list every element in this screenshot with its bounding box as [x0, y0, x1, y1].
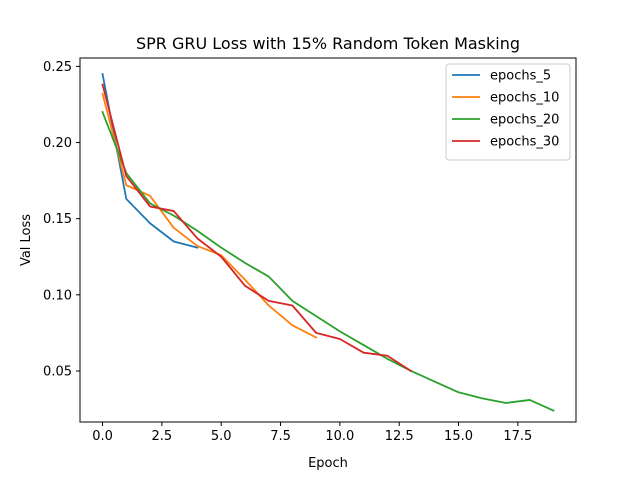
y-tick-label: 0.15 [43, 212, 72, 227]
legend-label-epochs_10: epochs_10 [490, 91, 559, 106]
chart-title: SPR GRU Loss with 15% Random Token Maski… [136, 34, 520, 53]
y-tick-label: 0.20 [43, 136, 72, 151]
y-tick-label: 0.05 [43, 364, 72, 379]
legend: epochs_5 epochs_10 epochs_20 epochs_30 [445, 63, 571, 161]
x-tick-label: 12.5 [385, 429, 414, 444]
x-tick-label: 17.5 [503, 429, 532, 444]
legend-label-epochs_5: epochs_5 [490, 69, 551, 84]
legend-label-epochs_30: epochs_30 [490, 135, 559, 150]
x-tick-label: 10.0 [325, 429, 354, 444]
plot-frame [79, 57, 577, 423]
x-tick-label: 15.0 [444, 429, 473, 444]
y-tick-label: 0.10 [43, 288, 72, 303]
x-axis-label: Epoch [308, 456, 348, 471]
series-line-epochs_30 [101, 83, 413, 373]
x-axis: 0.0 2.5 5.0 7.5 10.0 12.5 15.0 17.5 [92, 422, 532, 444]
x-tick-label: 0.0 [92, 429, 113, 444]
series-line-epochs_20 [101, 110, 555, 412]
x-tick-label: 2.5 [152, 429, 173, 444]
series-layer [101, 72, 555, 412]
legend-label-epochs_20: epochs_20 [490, 113, 559, 128]
x-tick-label: 7.5 [270, 429, 291, 444]
x-tick-label: 5.0 [211, 429, 232, 444]
y-axis: 0.05 0.10 0.15 0.20 0.25 [43, 60, 80, 379]
y-axis-label: Val Loss [19, 214, 34, 266]
y-tick-label: 0.25 [43, 60, 72, 75]
legend-box [445, 63, 571, 161]
